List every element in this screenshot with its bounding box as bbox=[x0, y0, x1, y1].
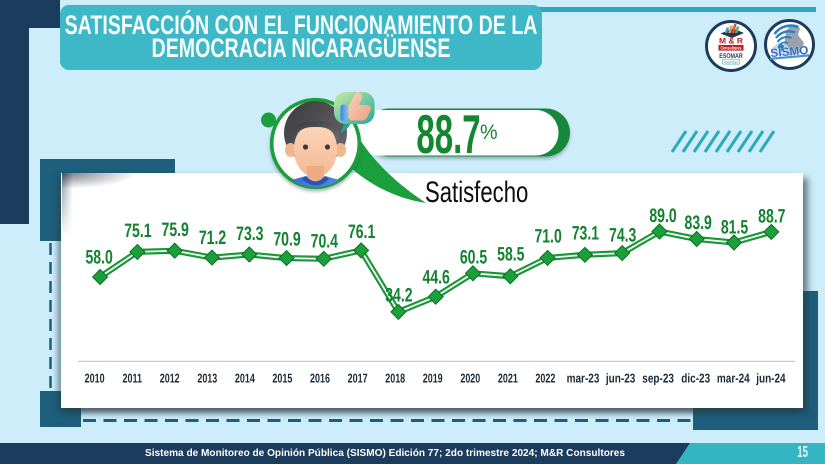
svg-text:jun-24: jun-24 bbox=[755, 370, 786, 385]
svg-text:sep-23: sep-23 bbox=[642, 370, 674, 385]
svg-text:58.5: 58.5 bbox=[497, 244, 524, 266]
svg-text:74.3: 74.3 bbox=[609, 224, 636, 246]
svg-text:member: member bbox=[724, 59, 738, 64]
svg-text:2021: 2021 bbox=[498, 370, 518, 385]
svg-text:75.9: 75.9 bbox=[162, 219, 189, 241]
svg-text:2016: 2016 bbox=[310, 370, 330, 385]
svg-text:2011: 2011 bbox=[122, 370, 141, 385]
svg-text:73.3: 73.3 bbox=[236, 223, 263, 245]
svg-text:70.4: 70.4 bbox=[311, 231, 338, 253]
svg-text:2017: 2017 bbox=[348, 370, 368, 385]
svg-text:2018: 2018 bbox=[385, 370, 405, 385]
svg-text:58.0: 58.0 bbox=[85, 247, 112, 269]
svg-text:76.1: 76.1 bbox=[348, 221, 375, 243]
svg-text:88.7: 88.7 bbox=[758, 206, 785, 228]
svg-text:71.0: 71.0 bbox=[534, 226, 561, 248]
svg-text:2014: 2014 bbox=[235, 370, 256, 385]
svg-text:75.1: 75.1 bbox=[124, 220, 151, 242]
svg-text:ESOMAR: ESOMAR bbox=[719, 53, 743, 60]
svg-text:mar-23: mar-23 bbox=[567, 370, 600, 385]
svg-text:M & R: M & R bbox=[719, 37, 743, 46]
svg-text:2010: 2010 bbox=[85, 370, 105, 385]
svg-text:jun-23: jun-23 bbox=[605, 370, 635, 385]
svg-text:73.1: 73.1 bbox=[572, 223, 599, 245]
svg-text:81.5: 81.5 bbox=[721, 216, 748, 238]
svg-text:2019: 2019 bbox=[423, 370, 443, 385]
svg-text:2013: 2013 bbox=[197, 370, 217, 385]
svg-text:60.5: 60.5 bbox=[460, 246, 487, 268]
svg-text:dic-23: dic-23 bbox=[681, 370, 710, 385]
svg-text:mar-24: mar-24 bbox=[717, 370, 750, 385]
svg-text:Consultores: Consultores bbox=[721, 46, 742, 51]
svg-text:44.6: 44.6 bbox=[423, 267, 450, 289]
svg-text:2015: 2015 bbox=[272, 370, 292, 385]
svg-text:2020: 2020 bbox=[460, 370, 480, 385]
svg-text:2022: 2022 bbox=[535, 370, 555, 385]
svg-text:70.9: 70.9 bbox=[273, 229, 300, 251]
svg-text:83.9: 83.9 bbox=[685, 212, 712, 234]
svg-text:2012: 2012 bbox=[160, 370, 180, 385]
svg-text:34.2: 34.2 bbox=[385, 285, 412, 307]
svg-text:71.2: 71.2 bbox=[199, 227, 226, 249]
svg-text:89.0: 89.0 bbox=[649, 205, 676, 227]
